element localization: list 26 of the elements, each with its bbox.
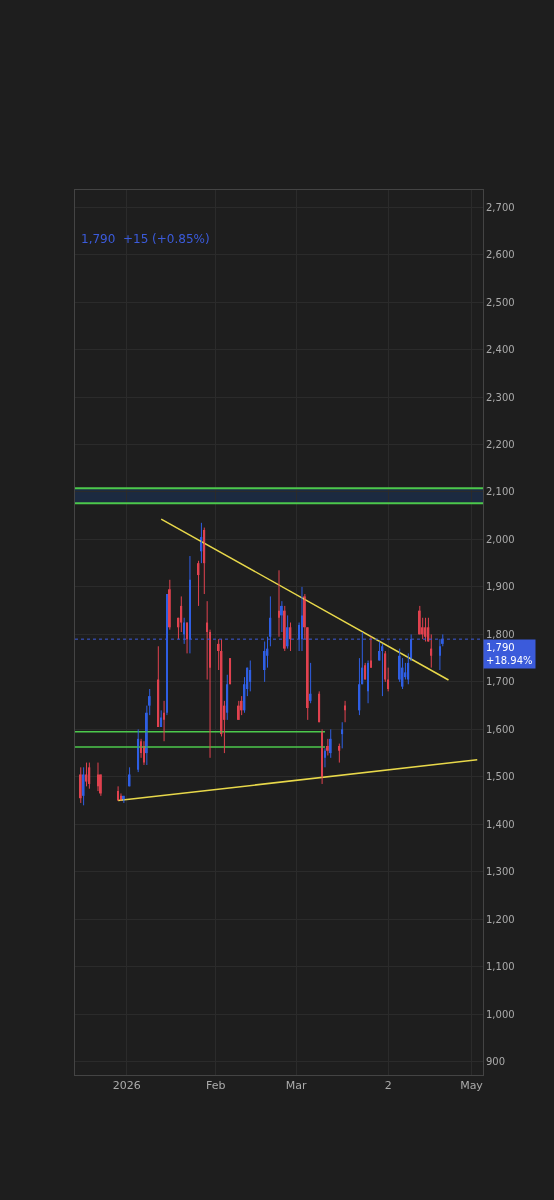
y-tick-label: 900 xyxy=(486,1056,506,1068)
y-tick-label: 1,900 xyxy=(486,581,515,593)
y-tick-label: 2,600 xyxy=(486,249,515,261)
y-tick-label: 2,400 xyxy=(486,344,515,356)
y-tick-label: 1,300 xyxy=(486,866,515,878)
y-tick-label: 2,100 xyxy=(486,486,515,498)
y-tick-label: 2,000 xyxy=(486,533,515,545)
y-tick-label: 1,500 xyxy=(486,771,515,783)
y-tick-label: 1,400 xyxy=(486,818,515,830)
y-tick-label: 1,100 xyxy=(486,961,515,973)
x-tick-label: 2026 xyxy=(112,1079,141,1093)
y-tick-label: 2,200 xyxy=(486,438,515,450)
y-tick-label: 2,300 xyxy=(486,391,515,403)
y-tick-label: 1,800 xyxy=(486,628,515,640)
y-tick-label: 2,700 xyxy=(486,201,515,213)
x-tick-label: 2 xyxy=(384,1079,392,1093)
x-tick-label: Feb xyxy=(206,1079,226,1093)
text: 1,790 +15 (+0.85%) xyxy=(81,232,210,246)
y-tick-label: 1,700 xyxy=(486,676,515,688)
y-tick-label: 1,600 xyxy=(486,723,515,735)
x-tick-label: May xyxy=(460,1079,484,1093)
ref-line-label: 1,790 +18.94% xyxy=(486,642,533,666)
y-tick-label: 2,500 xyxy=(486,296,515,308)
x-tick-label: Mar xyxy=(285,1079,308,1093)
y-tick-label: 1,000 xyxy=(486,1008,515,1020)
y-tick-label: 1,200 xyxy=(486,913,515,925)
